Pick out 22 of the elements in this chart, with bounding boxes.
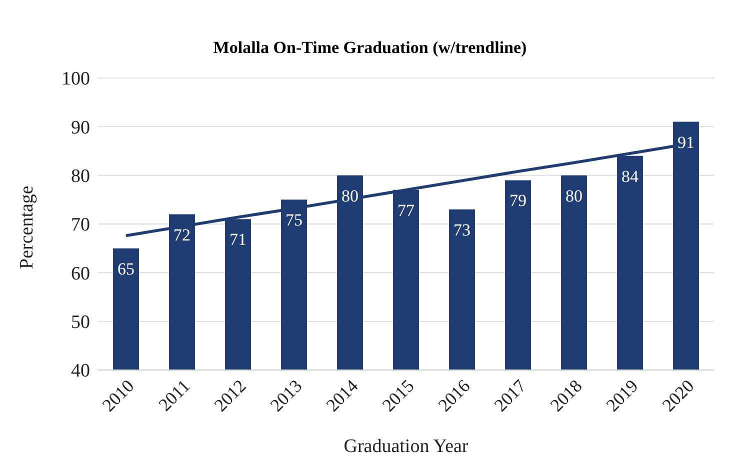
data-label: 91 bbox=[678, 132, 694, 152]
x-axis-title: Graduation Year bbox=[344, 436, 469, 457]
data-label: 75 bbox=[286, 210, 302, 230]
x-tick-label: 2011 bbox=[154, 376, 194, 415]
data-label: 73 bbox=[454, 220, 470, 240]
y-tick-label: 100 bbox=[62, 68, 90, 90]
y-tick-label: 90 bbox=[71, 117, 90, 138]
data-label: 77 bbox=[398, 200, 415, 220]
data-label: 65 bbox=[118, 259, 134, 278]
data-label: 80 bbox=[342, 186, 358, 206]
y-tick-label: 70 bbox=[71, 214, 90, 236]
y-tick-label: 60 bbox=[71, 263, 90, 284]
y-tick-label: 40 bbox=[71, 360, 90, 382]
data-label: 79 bbox=[510, 191, 526, 210]
data-label: 84 bbox=[622, 166, 639, 186]
chart-title: Molalla On-Time Graduation (w/trendline) bbox=[212, 38, 528, 58]
y-axis-title: Percentage bbox=[16, 186, 38, 269]
data-label: 72 bbox=[174, 225, 190, 244]
y-tick-label: 50 bbox=[71, 312, 90, 334]
y-tick-label: 80 bbox=[71, 166, 90, 188]
data-label: 80 bbox=[566, 186, 582, 206]
data-label: 71 bbox=[230, 230, 246, 250]
